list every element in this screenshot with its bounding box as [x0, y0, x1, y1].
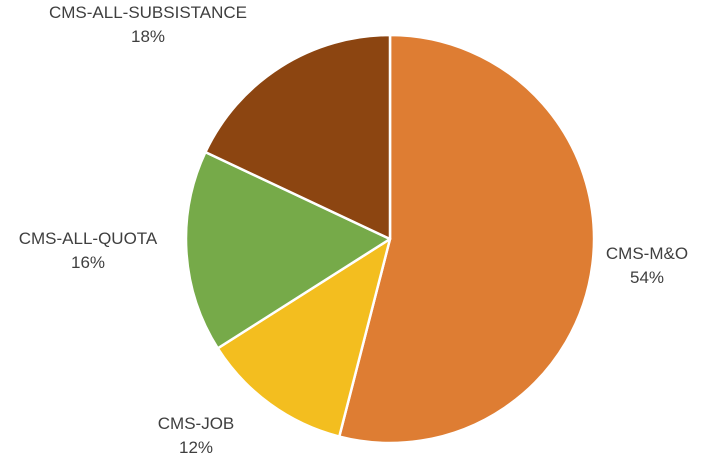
pie-slice-cms-all-subsistance: [204, 33, 392, 241]
slice-value-label-cms-job: 12%: [179, 438, 213, 457]
slice-category-label-cms-all-quota: CMS-ALL-QUOTA: [19, 229, 158, 248]
slice-category-label-cms-all-subsistance: CMS-ALL-SUBSISTANCE: [49, 3, 247, 22]
pie-slice-cms-m-o: [338, 33, 596, 445]
slice-value-label-cms-m-o: 54%: [630, 268, 664, 287]
slice-value-label-cms-all-subsistance: 18%: [131, 27, 165, 46]
pie-slice-cms-all-quota: [184, 150, 392, 350]
slice-category-label-cms-job: CMS-JOB: [158, 414, 235, 433]
slice-value-label-cms-all-quota: 16%: [71, 253, 105, 272]
slice-category-label-cms-m-o: CMS-M&O: [606, 244, 688, 263]
pie-slice-cms-job: [216, 237, 392, 438]
